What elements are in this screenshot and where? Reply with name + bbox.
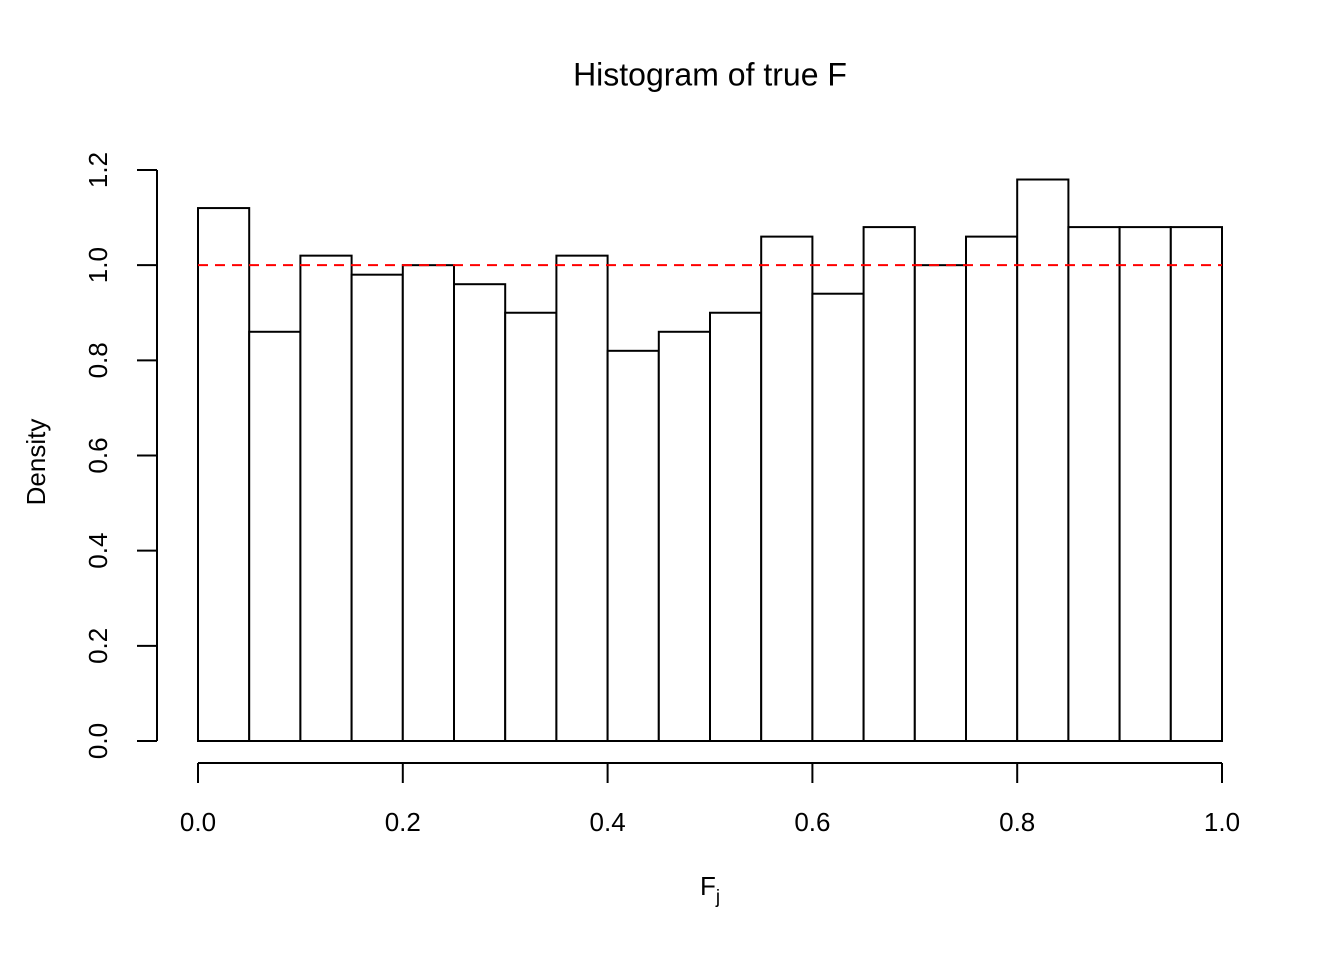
y-tick-label: 0.2 bbox=[83, 628, 113, 664]
x-tick-label: 0.0 bbox=[180, 807, 216, 837]
x-axis-label: Fj bbox=[700, 871, 720, 908]
chart-title: Histogram of true F bbox=[573, 56, 847, 92]
bar bbox=[709, 311, 763, 742]
x-tick-label: 0.2 bbox=[385, 807, 421, 837]
bar bbox=[504, 311, 558, 742]
y-tick-label: 1.0 bbox=[83, 247, 113, 283]
x-tick-label: 1.0 bbox=[1204, 807, 1240, 837]
bar bbox=[862, 226, 916, 743]
bar bbox=[350, 273, 404, 742]
y-tick-label: 0.6 bbox=[83, 437, 113, 473]
bar bbox=[606, 349, 660, 742]
bar bbox=[760, 235, 814, 742]
y-tick-label: 0.0 bbox=[83, 723, 113, 759]
bar bbox=[1118, 226, 1172, 743]
bar bbox=[248, 330, 302, 742]
bar bbox=[965, 235, 1019, 742]
bar bbox=[1169, 226, 1224, 743]
bar bbox=[1016, 178, 1070, 742]
x-tick-label: 0.6 bbox=[794, 807, 830, 837]
bar bbox=[811, 292, 865, 742]
bar bbox=[197, 207, 251, 743]
bar bbox=[401, 264, 455, 742]
y-tick-label: 1.2 bbox=[83, 152, 113, 188]
bar bbox=[1067, 226, 1121, 743]
x-tick-label: 0.4 bbox=[590, 807, 626, 837]
y-tick-label: 0.4 bbox=[83, 533, 113, 569]
y-axis-label: Density bbox=[21, 419, 51, 506]
bar bbox=[657, 330, 711, 742]
x-tick-label: 0.8 bbox=[999, 807, 1035, 837]
x-axis-label-main: F bbox=[700, 871, 716, 901]
bar bbox=[453, 283, 507, 742]
bar bbox=[555, 254, 609, 742]
bar bbox=[913, 264, 967, 742]
bar bbox=[299, 254, 353, 742]
x-axis-label-sub: j bbox=[715, 887, 720, 908]
y-tick-label: 0.8 bbox=[83, 342, 113, 378]
